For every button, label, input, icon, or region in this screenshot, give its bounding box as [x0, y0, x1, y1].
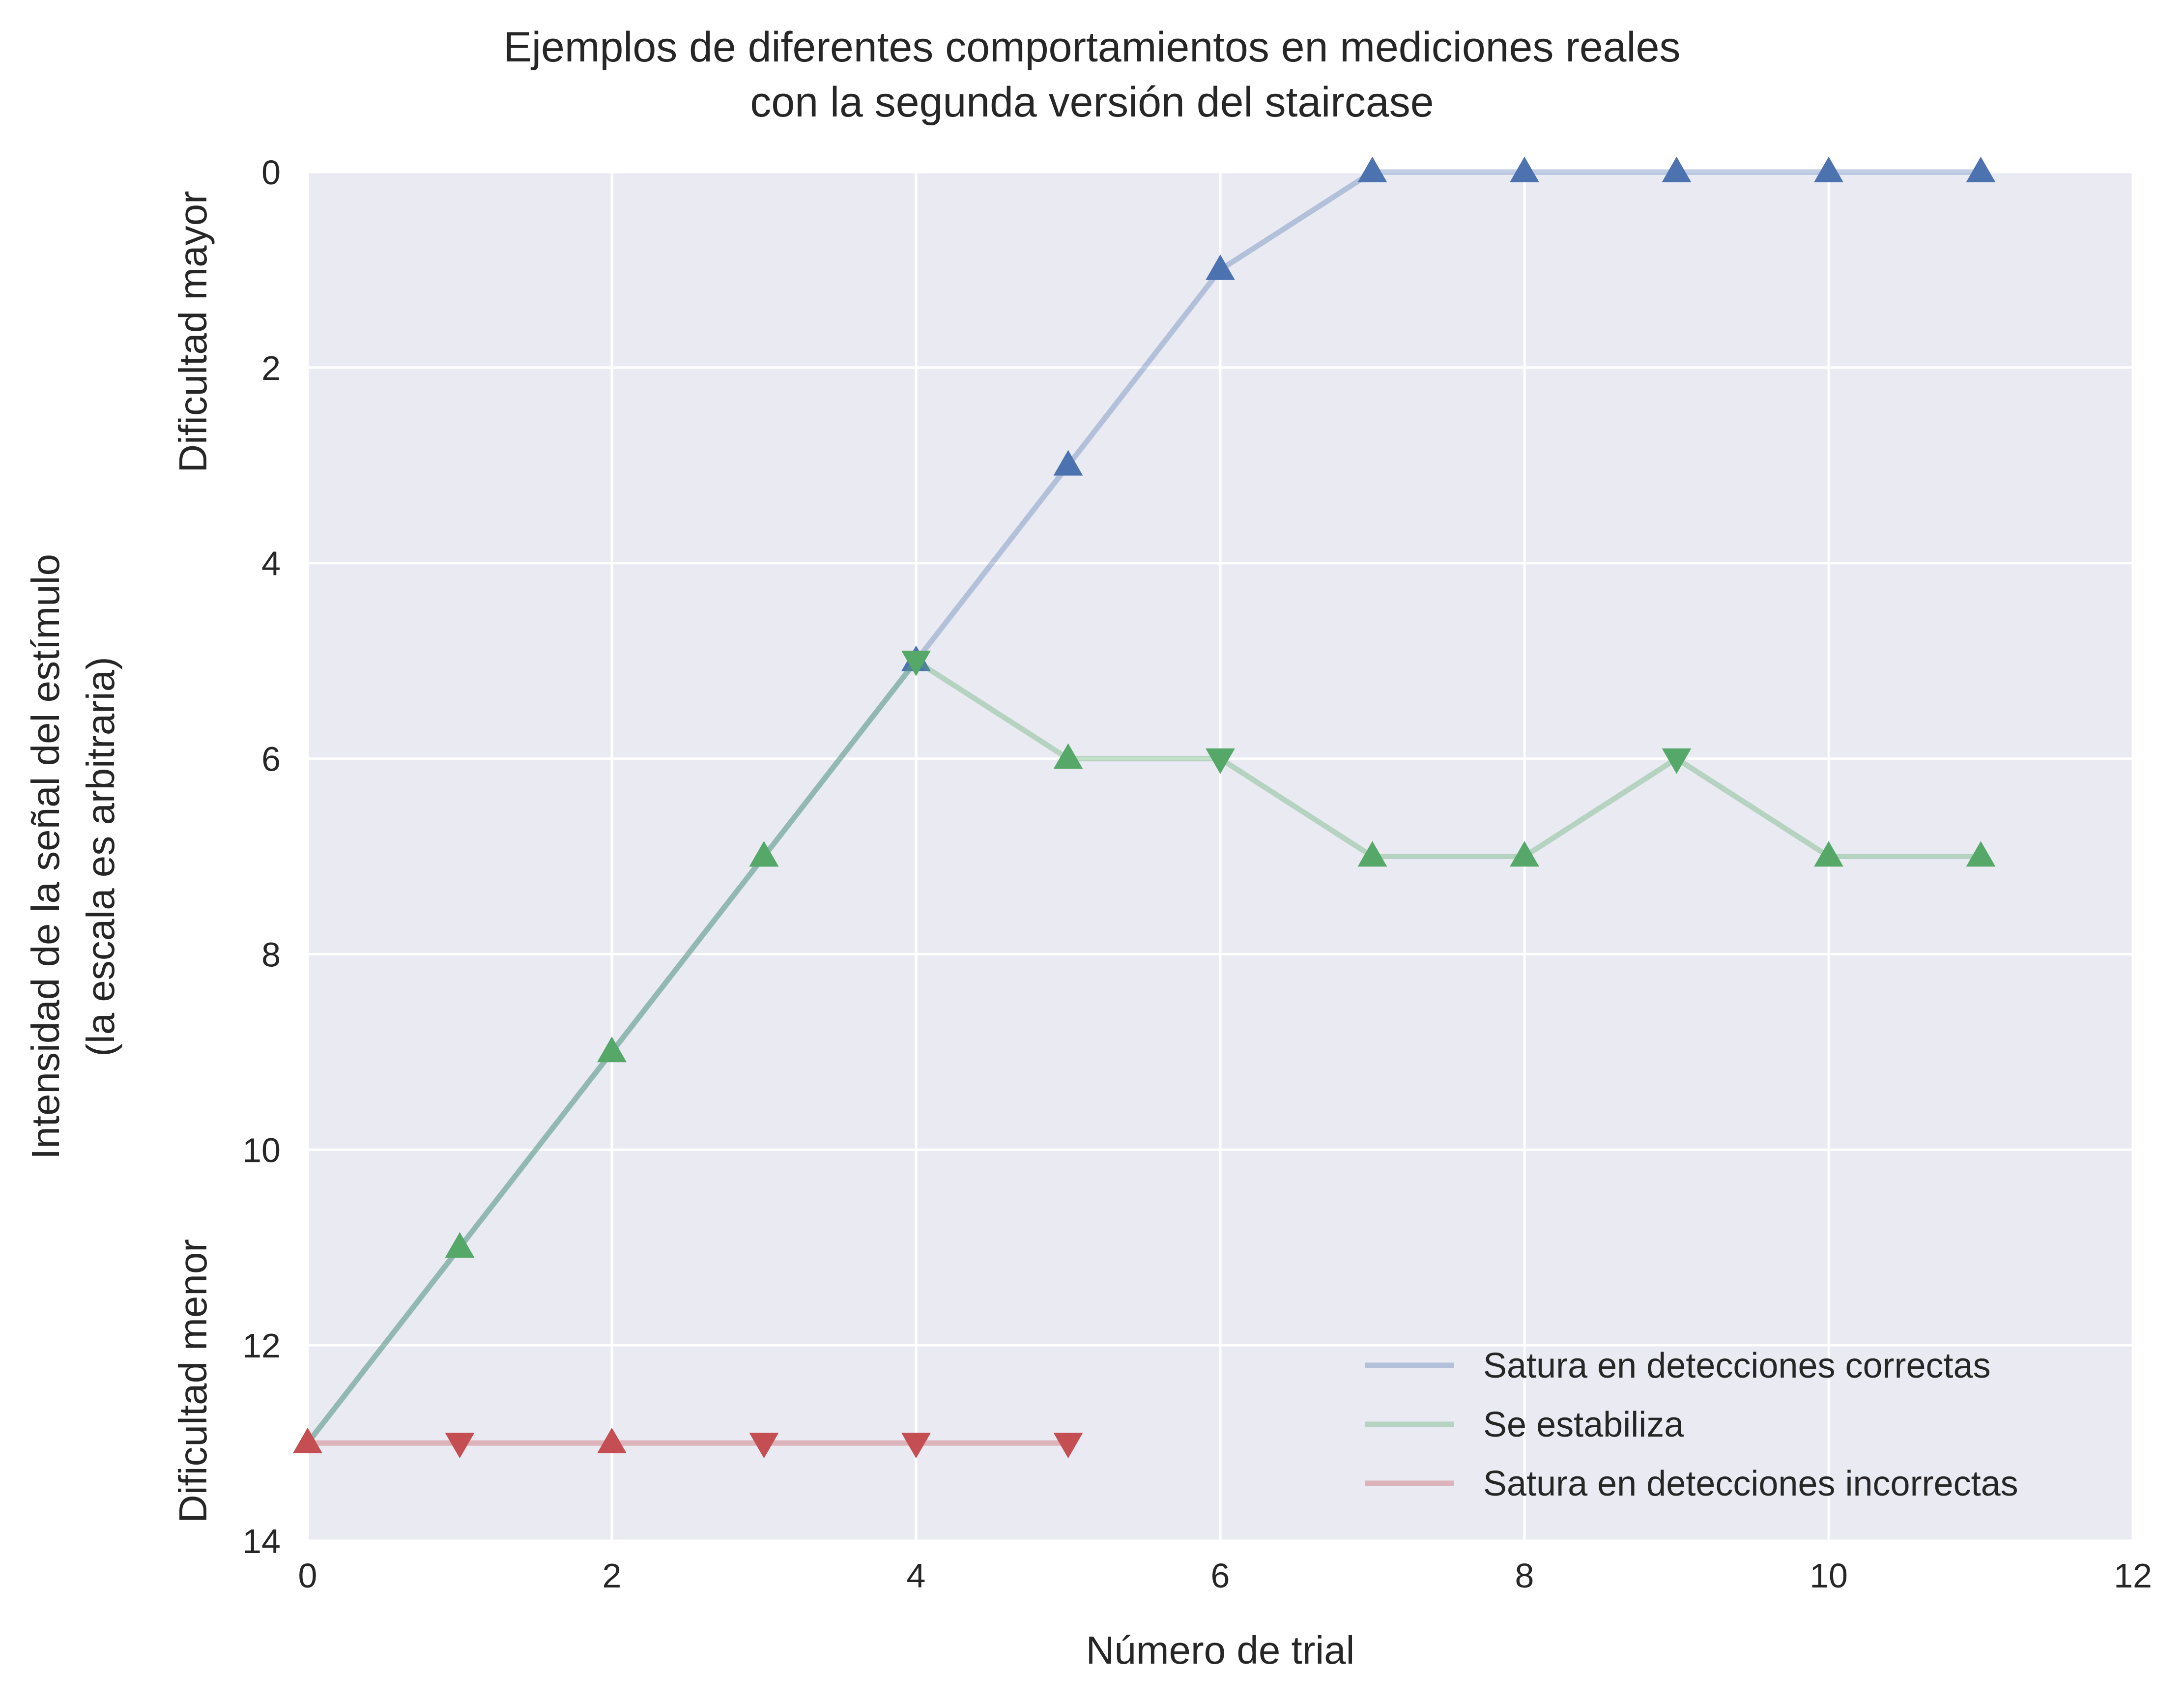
data-point: [901, 1433, 931, 1459]
y-axis-label: Intensidad de la señal del estímulo (la e…: [24, 554, 122, 1159]
x-tick-label: 2: [603, 1557, 622, 1595]
y-tick-label: 12: [242, 1326, 281, 1365]
data-point: [597, 1427, 627, 1453]
x-tick-label: 6: [1211, 1557, 1230, 1595]
x-tick-labels: 0 2 4 6 8 10 12: [298, 1557, 2152, 1595]
data-point: [1053, 743, 1083, 769]
x-tick-label: 0: [298, 1557, 317, 1595]
legend-item: Satura en detecciones correctas: [1365, 1346, 1991, 1385]
legend-item: Satura en detecciones incorrectas: [1365, 1464, 2018, 1503]
y-tick-label: 2: [261, 349, 281, 387]
data-point: [749, 1433, 779, 1459]
x-tick-label: 12: [2114, 1557, 2152, 1595]
data-point: [749, 841, 779, 867]
data-point: [1206, 748, 1235, 774]
y-tick-label: 8: [261, 935, 281, 974]
legend: Satura en detecciones correctas Se estabi…: [1365, 1346, 2018, 1503]
x-tick-label: 10: [1810, 1557, 1848, 1595]
y-annotation-top: Dificultad mayor: [171, 191, 215, 473]
data-point: [597, 1037, 627, 1063]
data-point: [1357, 841, 1387, 867]
data-point: [1510, 841, 1539, 867]
legend-label: Satura en detecciones correctas: [1483, 1346, 1991, 1385]
data-point: [1053, 1433, 1083, 1459]
series-line: [305, 658, 1981, 1445]
y-tick-labels: 0 2 4 6 8 10 12 14: [242, 153, 281, 1560]
x-axis-label: Número de trial: [1086, 1628, 1355, 1672]
legend-label: Satura en detecciones incorrectas: [1483, 1464, 2018, 1503]
data-point: [1053, 450, 1083, 476]
y-tick-label: 4: [261, 545, 281, 583]
data-point: [1510, 156, 1539, 182]
y-annotation-bottom: Dificultad menor: [171, 1239, 215, 1523]
data-point: [1814, 841, 1843, 867]
x-tick-label: 8: [1515, 1557, 1534, 1595]
data-point: [1357, 156, 1387, 182]
series-3: [293, 1427, 1083, 1459]
data-point: [293, 1427, 322, 1453]
data-point: [1206, 254, 1235, 280]
series-layer: [293, 156, 1996, 1459]
y-tick-label: 0: [261, 153, 281, 192]
legend-item: Se estabiliza: [1365, 1405, 1684, 1444]
x-tick-label: 4: [907, 1557, 926, 1595]
legend-label: Se estabiliza: [1483, 1405, 1684, 1444]
y-tick-label: 14: [242, 1522, 281, 1560]
data-point: [445, 1232, 475, 1258]
data-point: [1814, 156, 1843, 182]
y-tick-label: 10: [242, 1131, 281, 1169]
chart-title: Ejemplos de diferentes comportamientos e…: [504, 24, 1681, 126]
data-point: [1966, 841, 1996, 867]
series-line: [305, 169, 1981, 1445]
data-point: [1662, 748, 1692, 774]
y-tick-label: 6: [261, 740, 281, 778]
data-point: [901, 650, 931, 676]
data-point: [1662, 156, 1692, 182]
data-point: [445, 1433, 475, 1459]
data-point: [1966, 156, 1996, 182]
series-2: [293, 650, 1996, 1453]
